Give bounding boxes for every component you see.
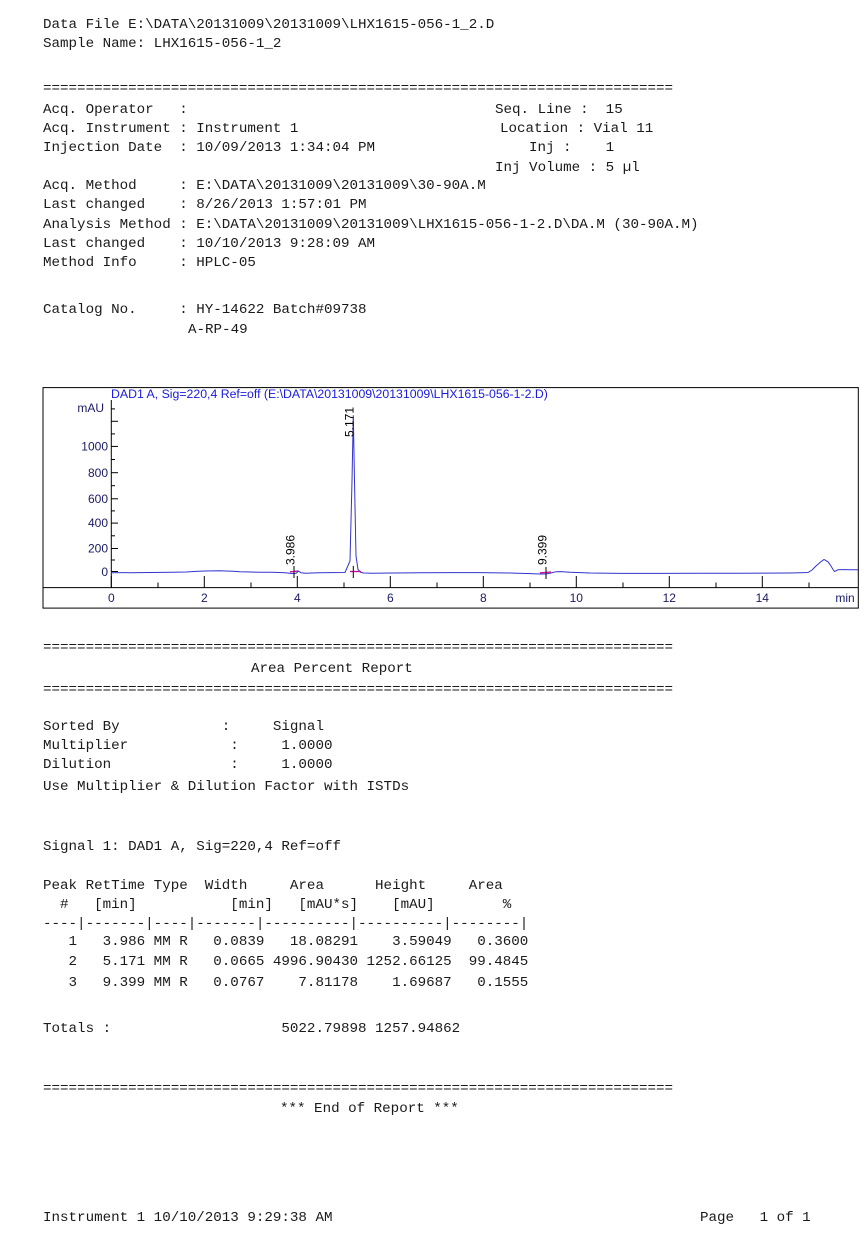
svg-text:1000: 1000 (81, 440, 108, 454)
svg-text:400: 400 (88, 516, 108, 530)
svg-text:14: 14 (756, 591, 770, 605)
svg-text:0: 0 (101, 565, 108, 579)
svg-text:3.986: 3.986 (284, 535, 298, 565)
svg-text:0: 0 (108, 591, 115, 605)
svg-text:10: 10 (570, 591, 584, 605)
svg-text:min: min (835, 591, 854, 605)
svg-text:6: 6 (387, 591, 394, 605)
svg-text:800: 800 (88, 466, 108, 480)
svg-text:9.399: 9.399 (536, 535, 550, 565)
svg-text:5.171: 5.171 (342, 407, 356, 437)
svg-text:4: 4 (294, 591, 301, 605)
svg-text:200: 200 (88, 541, 108, 555)
svg-text:mAU: mAU (77, 401, 104, 415)
svg-text:2: 2 (201, 591, 208, 605)
svg-text:8: 8 (480, 591, 487, 605)
svg-text:12: 12 (663, 591, 677, 605)
svg-text:600: 600 (88, 492, 108, 506)
svg-text:DAD1 A, Sig=220,4 Ref=off (E:\: DAD1 A, Sig=220,4 Ref=off (E:\DATA\20131… (111, 387, 548, 401)
